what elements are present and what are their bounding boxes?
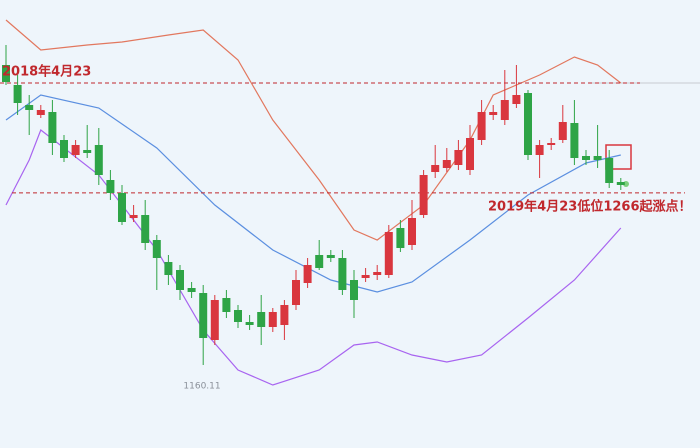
candle-body [558,122,567,140]
candle-body [593,156,602,160]
candle-body [326,255,335,258]
candle-body [210,300,219,340]
highlight-box [605,144,632,170]
band-line [5,19,622,241]
candle-body [431,165,440,172]
candle-body [118,193,126,222]
candle-body [94,145,103,175]
candle-body [361,275,370,278]
candle-body [48,112,57,143]
candle-body [524,93,532,155]
candle-body [257,312,266,327]
candle-body [570,123,579,158]
candle-body [141,215,150,243]
candle-body [547,143,556,145]
candle-body [512,95,521,104]
candle-body [245,322,254,325]
candle-body [582,156,590,160]
candle-body [605,158,614,183]
candle-body [477,112,486,140]
candle-body [384,232,393,275]
low-label: 1160.11 [183,382,220,392]
candle-body [2,65,10,82]
candle-body [408,218,416,245]
candle-body [164,262,173,275]
candle-body [222,298,231,312]
candle-body [268,312,277,327]
candle-body [199,293,208,338]
candle-body [36,110,45,115]
candle-body [373,272,382,275]
candle-body [338,258,347,290]
candle-body [152,240,161,258]
annotation: 2019年4月23低位1266起涨点！ [488,198,692,214]
candle-body [350,280,358,300]
band-line [5,94,621,293]
candle-body [176,270,184,290]
candle-body [13,85,22,103]
band-line [5,129,622,386]
candle-body [442,160,451,168]
candle-body [60,140,68,158]
candle-body [535,145,544,155]
candle-body [106,180,115,193]
candle-body [25,105,34,110]
candle-body [83,150,92,153]
candle-body [129,215,138,218]
candle-body [466,138,474,170]
candle-body [489,112,498,115]
candle-body [315,255,324,268]
candle-body [616,182,625,185]
candle-body [71,145,80,155]
candle-body [280,305,289,325]
candle-body [500,100,509,120]
candle-body [419,175,428,215]
candle-body [234,310,242,322]
candle-body [454,150,463,165]
candle-body [292,280,300,305]
candle-body [187,288,196,292]
annotation: 2018年4月23 [2,64,91,80]
candle-body [396,228,405,248]
candle-body [303,265,312,283]
